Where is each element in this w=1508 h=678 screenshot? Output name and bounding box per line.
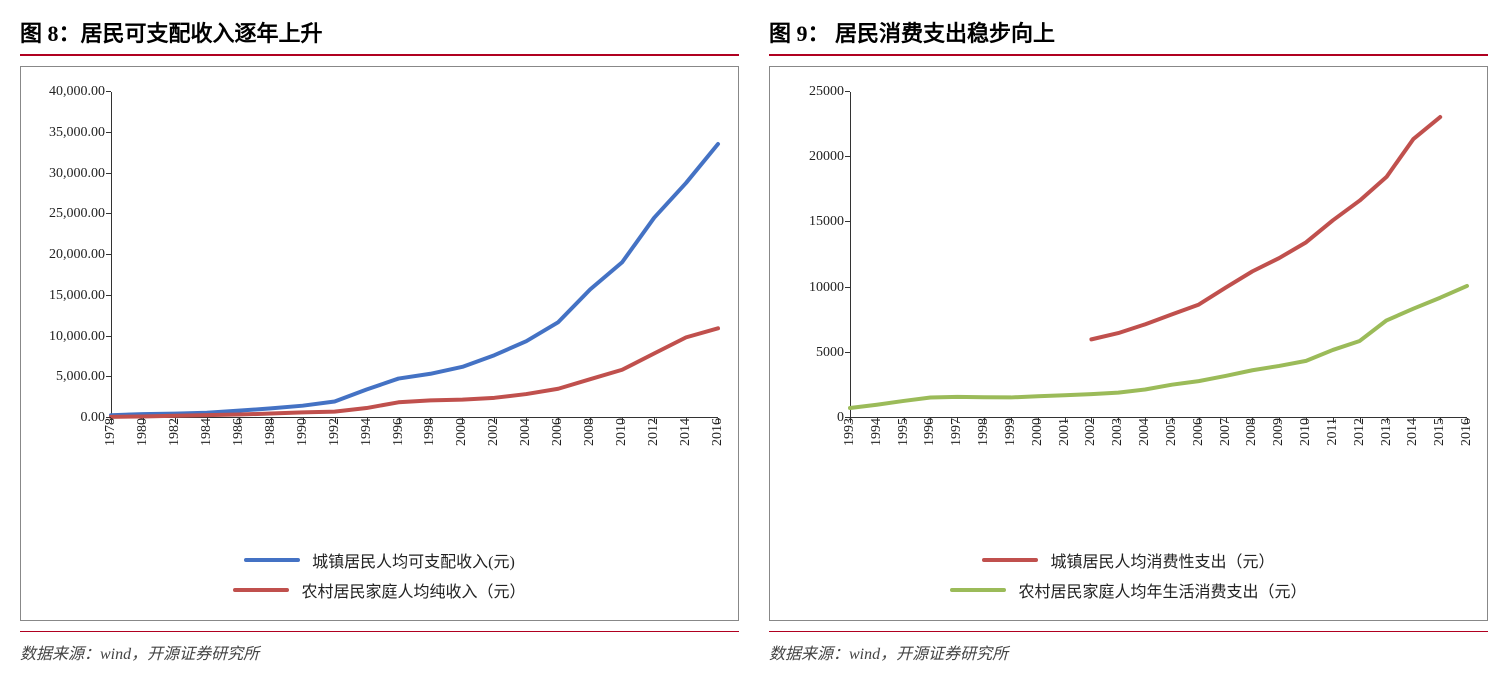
chart-title-right: 图 9： 居民消费支出稳步向上 bbox=[769, 10, 1488, 56]
legend-left: 城镇居民人均可支配收入(元) 农村居民家庭人均纯收入（元） bbox=[31, 488, 728, 610]
legend-label: 农村居民家庭人均年生活消费支出（元） bbox=[1018, 578, 1306, 602]
legend-item: 城镇居民人均可支配收入(元) bbox=[244, 548, 515, 572]
legend-label: 城镇居民人均可支配收入(元) bbox=[312, 548, 515, 572]
legend-item: 城镇居民人均消费性支出（元） bbox=[982, 548, 1274, 572]
plot-area-right: 0500010000150002000025000199319941995199… bbox=[780, 82, 1477, 488]
y-tick-label: 15000 bbox=[809, 214, 850, 230]
y-tick-label: 25,000.00 bbox=[49, 206, 111, 222]
y-tick-label: 10,000.00 bbox=[49, 329, 111, 345]
legend-label: 城镇居民人均消费性支出（元） bbox=[1050, 548, 1274, 572]
line-svg bbox=[850, 92, 1467, 418]
panel-right: 图 9： 居民消费支出稳步向上 050001000015000200002500… bbox=[769, 10, 1488, 668]
legend-right: 城镇居民人均消费性支出（元） 农村居民家庭人均年生活消费支出（元） bbox=[780, 488, 1477, 610]
y-tick-label: 5,000.00 bbox=[56, 369, 111, 385]
y-tick-label: 35,000.00 bbox=[49, 125, 111, 141]
y-tick-label: 15,000.00 bbox=[49, 288, 111, 304]
y-tick-label: 30,000.00 bbox=[49, 166, 111, 182]
plot-area-left: 0.005,000.0010,000.0015,000.0020,000.002… bbox=[31, 82, 728, 488]
legend-swatch bbox=[244, 558, 300, 562]
line-svg bbox=[111, 92, 718, 418]
source-right: 数据来源：wind，开源证券研究所 bbox=[769, 631, 1488, 668]
y-tick-label: 20000 bbox=[809, 149, 850, 165]
panel-left: 图 8：居民可支配收入逐年上升 0.005,000.0010,000.0015,… bbox=[20, 10, 739, 668]
legend-item: 农村居民家庭人均纯收入（元） bbox=[233, 578, 525, 602]
y-tick-label: 40,000.00 bbox=[49, 84, 111, 100]
legend-swatch bbox=[982, 558, 1038, 562]
series-line bbox=[111, 328, 718, 417]
chart-container-right: 0500010000150002000025000199319941995199… bbox=[769, 66, 1488, 621]
legend-item: 农村居民家庭人均年生活消费支出（元） bbox=[950, 578, 1306, 602]
chart-title-left: 图 8：居民可支配收入逐年上升 bbox=[20, 10, 739, 56]
series-line bbox=[1091, 117, 1440, 339]
legend-swatch bbox=[950, 588, 1006, 592]
y-tick-label: 25000 bbox=[809, 84, 850, 100]
y-tick-label: 5000 bbox=[816, 345, 850, 361]
series-line bbox=[111, 144, 718, 415]
chart-container-left: 0.005,000.0010,000.0015,000.0020,000.002… bbox=[20, 66, 739, 621]
legend-label: 农村居民家庭人均纯收入（元） bbox=[301, 578, 525, 602]
source-left: 数据来源：wind，开源证券研究所 bbox=[20, 631, 739, 668]
y-tick-label: 10000 bbox=[809, 280, 850, 296]
series-line bbox=[850, 286, 1467, 408]
y-tick-label: 20,000.00 bbox=[49, 247, 111, 263]
legend-swatch bbox=[233, 588, 289, 592]
